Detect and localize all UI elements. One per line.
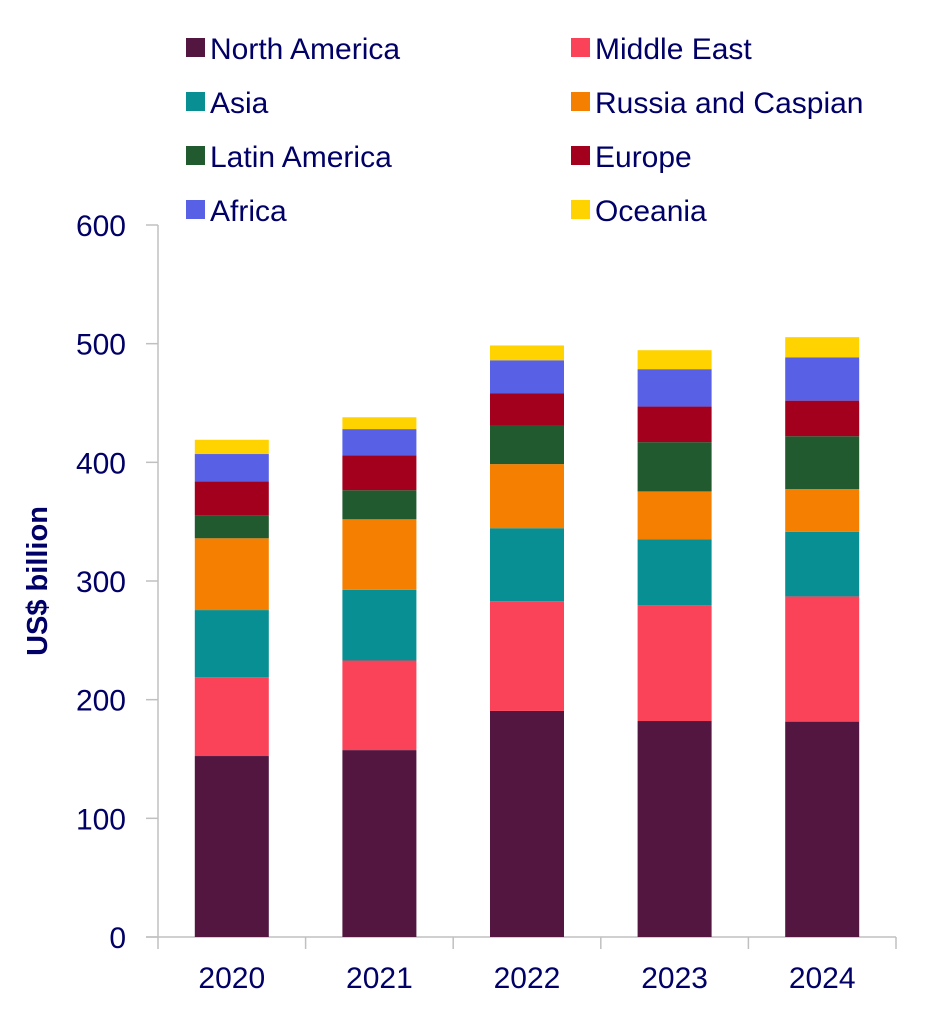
y-tick-label: 600 [76,210,126,243]
bars [194,337,860,937]
y-tick-label: 200 [76,685,126,718]
bar-segment-europe [637,406,712,443]
bar-segment-middle-east [490,601,564,711]
bar-segment-north-america [785,721,860,937]
bar-segment-russia-and-caspian [637,491,712,540]
y-axis: 0 100 200 300 400 500 600 [76,210,159,955]
y-axis-title: US$ billion [22,506,54,656]
bar-segment-europe [490,393,564,426]
legend-item: Latin America [186,141,392,174]
bar-segment-latin-america [637,442,712,492]
x-tick-label: 2024 [789,962,856,995]
legend-label: North America [210,33,400,66]
bar-segment-asia [637,539,712,606]
bar-segment-russia-and-caspian [194,538,269,611]
bar-segment-north-america [490,710,564,937]
legend-item: Europe [571,141,692,174]
legend-swatch [186,200,205,219]
bar-segment-russia-and-caspian [342,519,417,590]
bar-segment-africa [637,369,712,407]
bar-segment-latin-america [194,515,269,539]
legend-item: Oceania [571,195,707,228]
x-tick-label: 2022 [494,962,561,995]
bar-segment-africa [194,454,269,482]
legend-item: Middle East [571,33,752,66]
bar-segment-asia [490,528,564,602]
bar-segment-middle-east [342,660,417,751]
bar-segment-middle-east [637,605,712,722]
legend-item: Russia and Caspian [571,87,864,120]
legend-swatch [571,146,590,165]
legend-swatch [186,38,205,57]
legend-label: Latin America [210,141,392,174]
bar-segment-oceania [490,345,564,361]
legend-swatch [571,92,590,111]
legend-label: Middle East [595,33,752,66]
bar-segment-russia-and-caspian [785,489,860,532]
bar-segment-middle-east [194,677,269,757]
bar-segment-europe [342,455,417,491]
legend-label: Europe [595,141,692,174]
bar-segment-north-america [637,721,712,937]
legend-label: Asia [210,87,269,120]
x-tick-label: 2023 [641,962,708,995]
legend: North America Middle East Asia Russia and C… [186,33,864,228]
legend-item: Africa [186,195,287,228]
legend-swatch [571,200,590,219]
legend-label: Africa [210,195,287,228]
x-tick-label: 2020 [198,962,265,995]
bar-stack-2021 [342,417,417,937]
bar-segment-latin-america [785,436,860,490]
legend-swatch [571,38,590,57]
bar-segment-oceania [342,417,417,430]
bar-stack-2020 [194,439,269,937]
bar-segment-oceania [637,350,712,370]
bar-segment-africa [785,357,860,401]
y-tick-label: 500 [76,329,126,362]
bar-segment-latin-america [342,490,417,520]
legend-label: Russia and Caspian [595,87,864,120]
bar-segment-europe [194,481,269,516]
legend-item: Asia [186,87,269,120]
bar-segment-russia-and-caspian [490,464,564,529]
bar-segment-north-america [194,756,269,937]
x-tick-label: 2021 [346,962,413,995]
x-axis: 2020 2021 2022 2023 2024 [146,936,897,995]
bar-segment-middle-east [785,596,860,722]
y-tick-label: 400 [76,447,126,480]
bar-segment-latin-america [490,425,564,465]
bar-segment-north-america [342,750,417,937]
y-tick-label: 0 [109,922,126,955]
bar-stack-2024 [785,337,860,937]
bar-stack-2023 [637,350,712,937]
bar-segment-africa [342,429,417,456]
bar-segment-asia [785,531,860,597]
bar-segment-asia [194,610,269,678]
y-tick-label: 300 [76,566,126,599]
bar-stack-2022 [490,345,564,937]
bar-segment-asia [342,589,417,661]
bar-segment-africa [490,360,564,394]
legend-swatch [186,146,205,165]
bar-segment-europe [785,400,860,437]
legend-item: North America [186,33,400,66]
legend-swatch [186,92,205,111]
legend-label: Oceania [595,195,707,228]
bar-segment-oceania [785,337,860,358]
y-tick-label: 100 [76,803,126,836]
bar-segment-oceania [194,439,269,455]
